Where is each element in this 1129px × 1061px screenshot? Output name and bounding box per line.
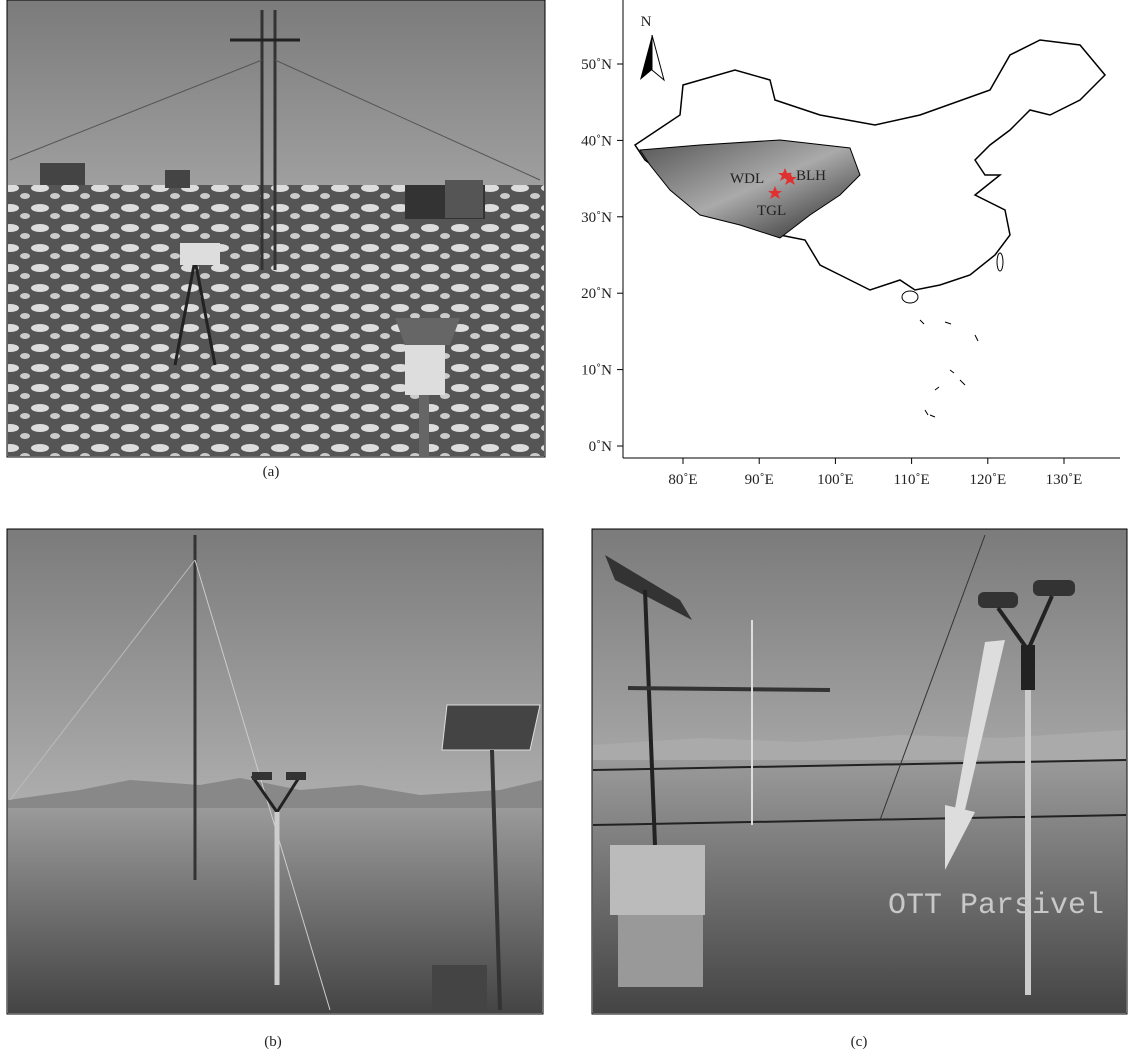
panel-label: (a): [263, 464, 280, 480]
annotation: OTT Parsivel: [888, 889, 1104, 923]
x-tick-label: 80˚E: [668, 472, 697, 488]
north-label: N: [641, 14, 652, 30]
y-tick-label: 10˚N: [581, 363, 612, 379]
x-tick-label: 110˚E: [894, 472, 930, 488]
figure: (a) N 50˚N 40˚N 30˚N 20˚N 10˚N 0˚N 80˚E 90˚E 100…: [0, 0, 1129, 1061]
x-tick-label: 120˚E: [969, 472, 1006, 488]
panel-label: (c): [851, 1034, 868, 1050]
y-tick-label: 0˚N: [589, 439, 612, 455]
site-label: WDL: [730, 171, 764, 187]
y-tick-label: 40˚N: [581, 133, 612, 149]
photo-b: [7, 529, 543, 1014]
y-tick-label: 30˚N: [581, 210, 612, 226]
photo-c: OTT Parsivel: [592, 529, 1127, 1014]
site-label: BLH: [796, 168, 826, 184]
x-tick-label: 130˚E: [1046, 472, 1083, 488]
map: N 50˚N 40˚N 30˚N 20˚N 10˚N 0˚N 80˚E 90˚E 100˚E 11…: [581, 0, 1120, 488]
x-tick-label: 90˚E: [745, 472, 774, 488]
photo-a: [7, 0, 545, 457]
x-tick-label: 100˚E: [817, 472, 854, 488]
y-tick-label: 50˚N: [581, 57, 612, 73]
y-tick-label: 20˚N: [581, 286, 612, 302]
figure-canvas: (a) N 50˚N 40˚N 30˚N 20˚N 10˚N 0˚N 80˚E 90˚E 100…: [0, 0, 1129, 1061]
panel-label: (b): [264, 1034, 282, 1050]
site-label: TGL: [757, 203, 786, 219]
